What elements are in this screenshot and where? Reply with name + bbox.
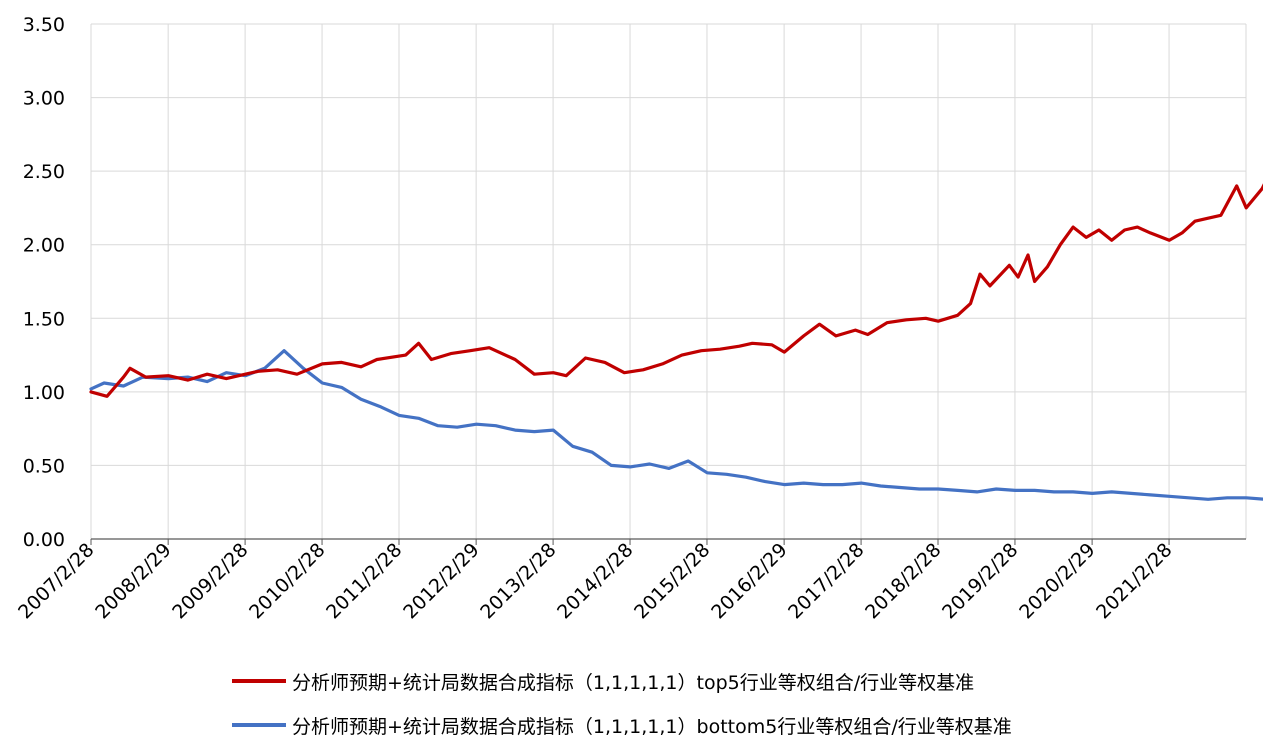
x-tick-label: 2009/2/28 (168, 539, 252, 623)
x-tick-label: 2007/2/28 (14, 539, 98, 623)
y-tick-label: 3.50 (23, 14, 65, 36)
x-tick-label: 2016/2/29 (707, 539, 791, 623)
y-tick-label: 1.00 (23, 382, 65, 404)
y-tick-label: 2.50 (23, 161, 65, 183)
x-tick-label: 2019/2/28 (938, 539, 1022, 623)
series-line-bottom5 (89, 349, 1263, 501)
x-tick-label: 2018/2/28 (861, 539, 945, 623)
legend-label-bottom5: 分析师预期+统计局数据合成指标（1,1,1,1,1）bottom5行业等权组合/… (292, 715, 1012, 738)
x-tick-label: 2008/2/29 (91, 539, 175, 623)
legend-label-top5: 分析师预期+统计局数据合成指标（1,1,1,1,1）top5行业等权组合/行业等… (292, 671, 975, 694)
series-line-top5 (89, 183, 1263, 398)
legend-item-bottom5: 分析师预期+统计局数据合成指标（1,1,1,1,1）bottom5行业等权组合/… (232, 710, 1012, 740)
legend-swatch-top5 (232, 679, 286, 683)
x-tick-label: 2020/2/29 (1015, 539, 1099, 623)
x-tick-label: 2014/2/28 (553, 539, 637, 623)
series-layer (89, 183, 1263, 501)
y-tick-label: 2.00 (23, 235, 65, 257)
legend: 分析师预期+统计局数据合成指标（1,1,1,1,1）top5行业等权组合/行业等… (232, 666, 1012, 754)
x-tick-label: 2011/2/28 (322, 539, 406, 623)
x-tick-label: 2010/2/28 (245, 539, 329, 623)
legend-swatch-bottom5 (232, 723, 286, 727)
y-axis: 0.00 0.50 1.00 1.50 2.00 2.50 3.00 3.50 (23, 14, 65, 551)
grid-layer (90, 23, 1247, 540)
y-tick-label: 0.00 (23, 529, 65, 551)
x-tick-label: 2021/2/28 (1092, 539, 1176, 623)
x-tick-label: 2015/2/28 (630, 539, 714, 623)
y-tick-label: 1.50 (23, 308, 65, 330)
x-tick-label: 2017/2/28 (784, 539, 868, 623)
x-tick-label: 2013/2/28 (476, 539, 560, 623)
legend-item-top5: 分析师预期+统计局数据合成指标（1,1,1,1,1）top5行业等权组合/行业等… (232, 666, 1012, 696)
x-tick-label: 2012/2/29 (399, 539, 483, 623)
y-tick-label: 0.50 (23, 455, 65, 477)
x-axis: 2007/2/282008/2/292009/2/282010/2/282011… (14, 538, 1246, 623)
y-tick-label: 3.00 (23, 88, 65, 110)
